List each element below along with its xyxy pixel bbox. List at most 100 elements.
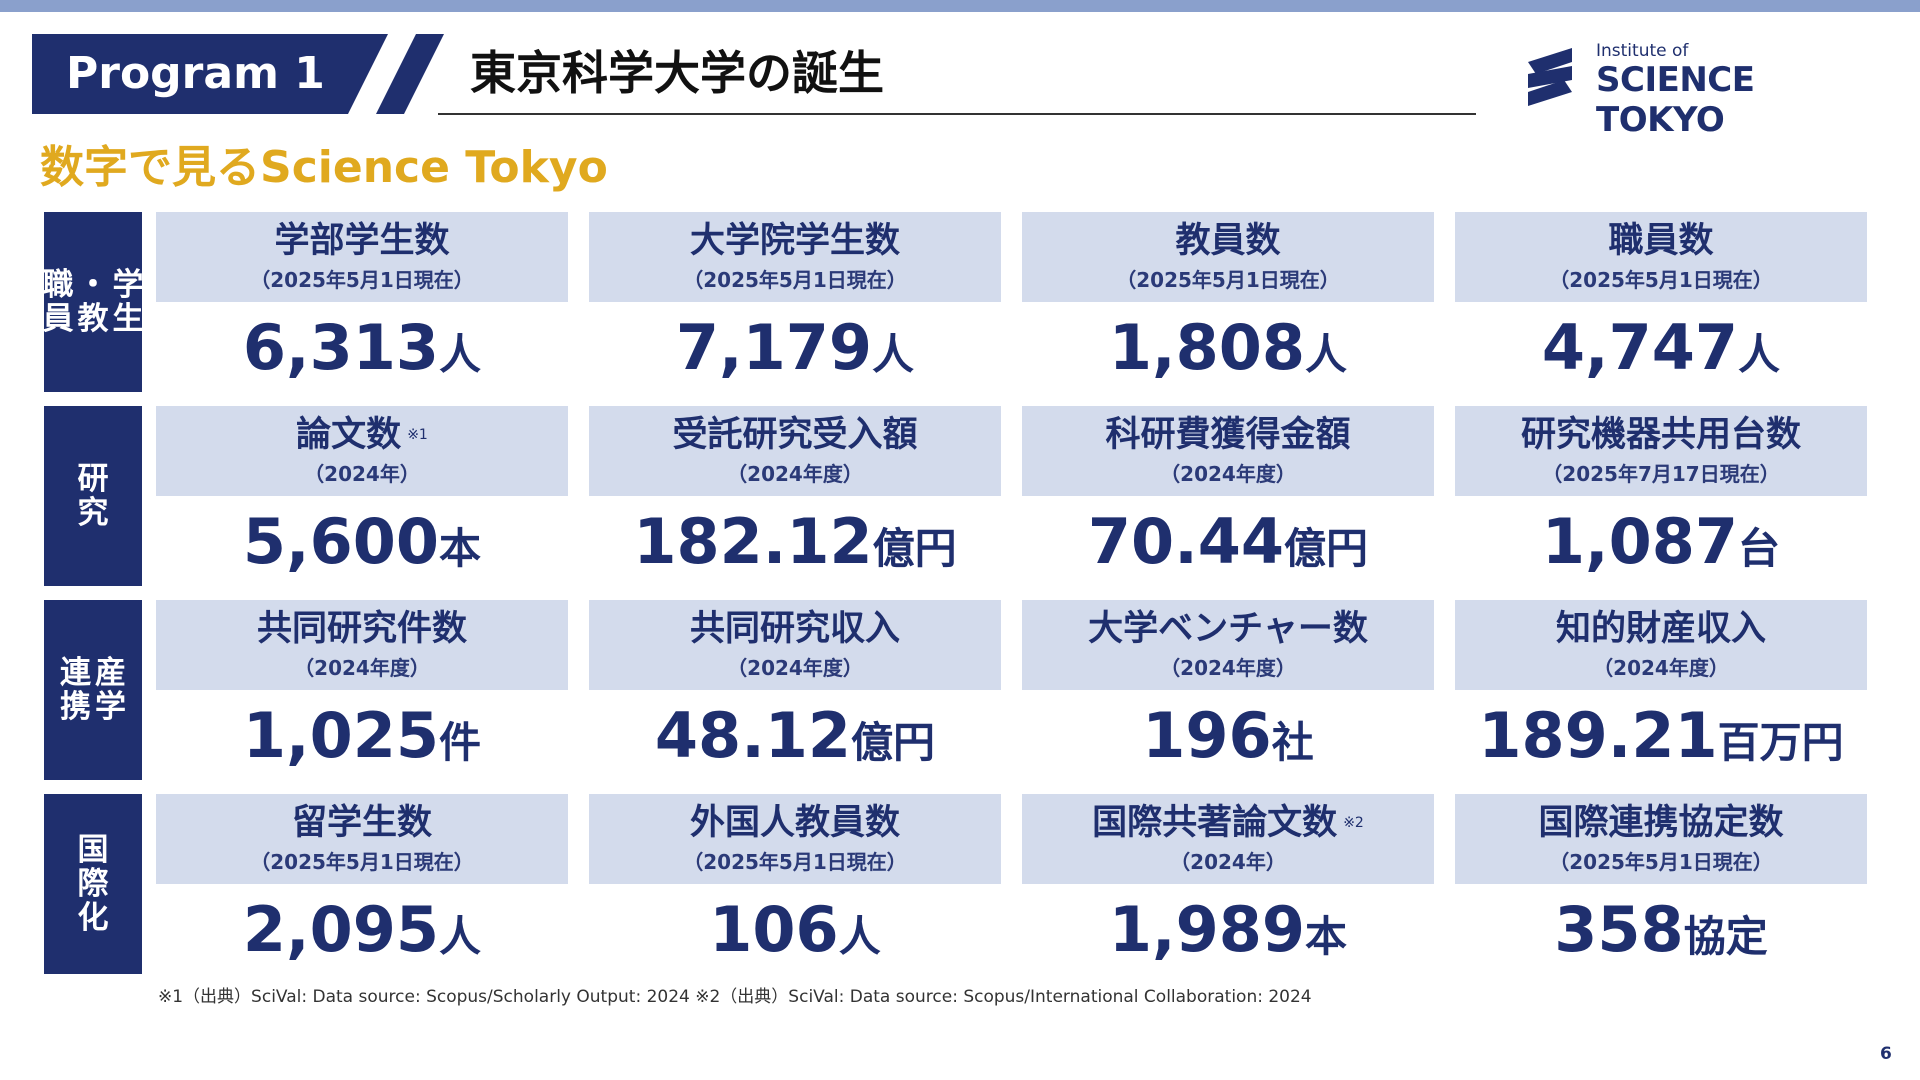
category-text: 研究 [44, 406, 142, 586]
stat-footnote-mark: ※1 [407, 427, 428, 443]
stat-value: 1,989本 [1022, 886, 1434, 974]
stat-value: 189.21百万円 [1455, 692, 1867, 780]
stat-number: 70.44 [1087, 505, 1285, 578]
stat-title: 教員数 [1022, 218, 1434, 264]
stat-title-text: 論文数 [296, 415, 402, 455]
stat-title-text: 科研費獲得金額 [1105, 415, 1351, 455]
stat-number: 6,313 [242, 311, 440, 384]
footnote: ※1（出典）SciVal: Data source: Scopus/Schola… [158, 987, 1312, 1007]
stat-date: （2024年度） [727, 656, 863, 680]
stat-value: 4,747人 [1455, 304, 1867, 392]
stat-number: 189.21 [1478, 699, 1718, 772]
stat-unit: 億円 [851, 718, 936, 767]
logo-text-big: SCIENCE TOKYO [1596, 60, 1755, 140]
stat-card-header: 受託研究受入額 （2024年度） [589, 406, 1001, 496]
stat-card: 研究機器共用台数 （2025年7月17日現在） 1,087台 [1455, 406, 1867, 586]
stat-card: 共同研究収入 （2024年度） 48.12億円 [589, 600, 1001, 780]
stat-unit: 本 [1305, 912, 1348, 961]
stat-value: 182.12億円 [589, 498, 1001, 586]
page-number: 6 [1880, 1044, 1892, 1064]
page-title: 東京科学大学の誕生 [470, 46, 884, 100]
stat-title: 学部学生数 [156, 218, 568, 264]
category-column: 国際化 [77, 832, 109, 936]
stat-card-header: 共同研究収入 （2024年度） [589, 600, 1001, 690]
stat-date: （2025年5月1日現在） [683, 268, 907, 292]
stats-row: 国際化 留学生数 （2025年5月1日現在） 2,095人 外国人教員数 （2025年5月… [44, 794, 1869, 974]
stat-number: 5,600 [242, 505, 440, 578]
stat-number: 106 [709, 893, 839, 966]
stat-title: 共同研究収入 [589, 606, 1001, 652]
stat-date: （2024年度） [294, 656, 430, 680]
stat-title-text: 受託研究受入額 [672, 415, 918, 455]
stat-title-text: 国際共著論文数 [1092, 803, 1338, 843]
stat-number: 4,747 [1541, 311, 1739, 384]
stat-title-text: 共同研究件数 [256, 609, 467, 649]
category-text: 産学連携 [44, 600, 142, 780]
stat-title-text: 学部学生数 [274, 221, 450, 261]
category-label: 研究 [44, 406, 142, 586]
stat-unit: 億円 [1284, 524, 1369, 573]
category-column: ・教 [77, 267, 109, 337]
stat-title: 受託研究受入額 [589, 412, 1001, 458]
stat-title-text: 留学生数 [291, 803, 432, 843]
stat-value: 196社 [1022, 692, 1434, 780]
stat-value: 2,095人 [156, 886, 568, 974]
category-text: 国際化 [44, 794, 142, 974]
stat-card: 国際連携協定数 （2025年5月1日現在） 358協定 [1455, 794, 1867, 974]
stat-date: （2025年5月1日現在） [250, 268, 474, 292]
stat-card-header: 留学生数 （2025年5月1日現在） [156, 794, 568, 884]
institute-logo: Institute of SCIENCE TOKYO [1522, 38, 1882, 140]
stat-title-text: 共同研究収入 [689, 609, 900, 649]
stat-title: 研究機器共用台数 [1455, 412, 1867, 458]
stat-unit: 協定 [1683, 912, 1768, 961]
stat-title-text: 職員数 [1608, 221, 1714, 261]
stat-card: 知的財産収入 （2024年度） 189.21百万円 [1455, 600, 1867, 780]
stat-title-text: 研究機器共用台数 [1520, 415, 1801, 455]
category-column: 研究 [77, 461, 109, 531]
stat-date: （2025年5月1日現在） [683, 850, 907, 874]
stat-unit: 百万円 [1717, 718, 1844, 767]
stat-number: 48.12 [654, 699, 852, 772]
stat-value: 7,179人 [589, 304, 1001, 392]
stat-value: 5,600本 [156, 498, 568, 586]
stat-number: 196 [1142, 699, 1272, 772]
stat-date: （2024年） [1170, 850, 1286, 874]
stat-value: 6,313人 [156, 304, 568, 392]
category-label: 産学連携 [44, 600, 142, 780]
category-column: 連携 [60, 655, 91, 725]
stat-date: （2024年度） [1593, 656, 1729, 680]
stat-unit: 億円 [872, 524, 957, 573]
stat-title-text: 外国人教員数 [689, 803, 900, 843]
stat-card: 大学院学生数 （2025年5月1日現在） 7,179人 [589, 212, 1001, 392]
category-column: 職員 [42, 267, 74, 337]
stat-card: 論文数 ※1 （2024年） 5,600本 [156, 406, 568, 586]
stat-card-header: 学部学生数 （2025年5月1日現在） [156, 212, 568, 302]
stat-unit: 本 [439, 524, 482, 573]
stat-footnote-mark: ※2 [1343, 815, 1364, 831]
stat-number: 1,808 [1108, 311, 1306, 384]
stat-card: 学部学生数 （2025年5月1日現在） 6,313人 [156, 212, 568, 392]
stat-title-text: 知的財産収入 [1555, 609, 1766, 649]
stat-card: 大学ベンチャー数 （2024年度） 196社 [1022, 600, 1434, 780]
stat-title: 職員数 [1455, 218, 1867, 264]
stat-title: 国際連携協定数 [1455, 800, 1867, 846]
stat-card-header: 大学院学生数 （2025年5月1日現在） [589, 212, 1001, 302]
program-tag-shape [32, 34, 446, 114]
stat-title: 論文数 ※1 [156, 412, 568, 458]
stat-title: 国際共著論文数 ※2 [1022, 800, 1434, 846]
stat-unit: 件 [439, 718, 482, 767]
stat-card-header: 教員数 （2025年5月1日現在） [1022, 212, 1434, 302]
stat-title: 科研費獲得金額 [1022, 412, 1434, 458]
stat-card-header: 国際連携協定数 （2025年5月1日現在） [1455, 794, 1867, 884]
stat-unit: 人 [872, 330, 915, 379]
stat-card-header: 外国人教員数 （2025年5月1日現在） [589, 794, 1001, 884]
stats-row: 研究 論文数 ※1 （2024年） 5,600本 受託研究受入額 （2024年度） 182.1… [44, 406, 1869, 586]
program-tag: Program 1 [32, 34, 452, 114]
stat-title-text: 教員数 [1175, 221, 1281, 261]
stat-unit: 人 [439, 912, 482, 961]
stat-card-header: 国際共著論文数 ※2 （2024年） [1022, 794, 1434, 884]
category-column: 産学 [95, 655, 126, 725]
category-label: 国際化 [44, 794, 142, 974]
stat-title: 共同研究件数 [156, 606, 568, 652]
stat-date: （2024年度） [727, 462, 863, 486]
